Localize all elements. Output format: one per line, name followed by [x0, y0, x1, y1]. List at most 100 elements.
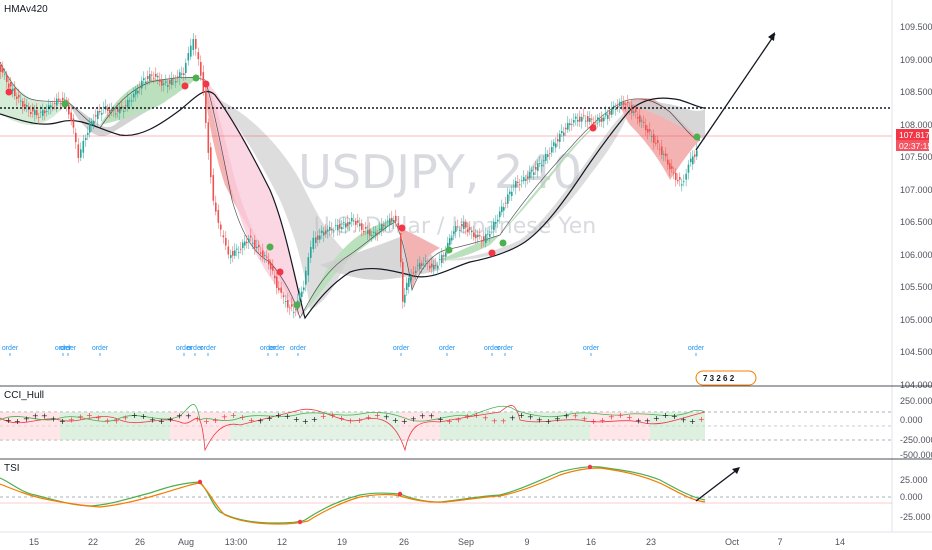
svg-text:+: + — [149, 415, 156, 424]
svg-text:+: + — [500, 416, 507, 425]
svg-text:+: + — [410, 414, 417, 423]
cci-scale-label: -250.000 — [900, 435, 932, 445]
tsi-pane[interactable]: 25.000 0.000 -25.000 — [0, 464, 931, 525]
svg-text:+: + — [329, 411, 336, 420]
price-scale[interactable]: 109.500 109.000 108.500 108.000 107.500 107.0… — [900, 22, 932, 390]
svg-text:+: + — [527, 412, 534, 421]
tsi-label[interactable]: TSI — [4, 463, 20, 474]
svg-text:+: + — [77, 412, 84, 421]
svg-text:+: + — [266, 414, 273, 423]
tsi-projection-arrow[interactable] — [695, 468, 739, 502]
svg-text:+: + — [338, 414, 345, 423]
time-axis[interactable]: 15 22 26 Aug 13:00 12 19 26 Sep 9 16 23 Oct 7 14 — [29, 537, 845, 547]
svg-text:+: + — [113, 417, 120, 426]
svg-text:+: + — [698, 415, 705, 424]
time-axis-label: 15 — [29, 537, 39, 547]
time-axis-label: Aug — [178, 537, 194, 547]
svg-text:+: + — [302, 417, 309, 426]
svg-text:+: + — [437, 415, 444, 424]
order-label: order — [60, 345, 77, 352]
svg-text:+: + — [14, 417, 21, 426]
main-pane[interactable] — [0, 0, 892, 386]
svg-text:+: + — [644, 417, 651, 426]
indicator-label[interactable]: HMAv420 — [4, 4, 48, 15]
svg-text:02:37:15: 02:37:15 — [899, 141, 932, 151]
svg-text:+: + — [473, 411, 480, 420]
svg-text:+: + — [86, 411, 93, 420]
svg-text:+: + — [599, 416, 606, 425]
price-scale-label: 104.000 — [900, 380, 932, 390]
svg-text:+: + — [653, 414, 660, 423]
svg-text:+: + — [680, 415, 687, 424]
svg-text:+: + — [536, 416, 543, 425]
price-candles — [0, 33, 698, 319]
svg-text:+: + — [176, 412, 183, 421]
svg-text:+: + — [446, 417, 453, 426]
svg-text:+: + — [194, 414, 201, 423]
svg-text:+: + — [401, 417, 408, 426]
cci-label[interactable]: CCI_Hull — [4, 390, 45, 401]
order-label: order — [187, 345, 204, 352]
svg-text:+: + — [41, 412, 48, 421]
order-label: order — [176, 345, 193, 352]
time-axis-label: 22 — [88, 537, 98, 547]
svg-text:+: + — [518, 411, 525, 420]
last-price-tag: 107.817 02:37:15 — [896, 129, 932, 151]
svg-text:+: + — [608, 413, 615, 422]
svg-text:+: + — [275, 411, 282, 420]
order-label: order — [2, 345, 19, 352]
tsi-scale-label: 0.000 — [900, 492, 923, 502]
order-label: order — [439, 345, 456, 352]
svg-text:+: + — [95, 413, 102, 422]
svg-text:+: + — [428, 412, 435, 421]
time-axis-label: 16 — [586, 537, 596, 547]
time-axis-label: 14 — [835, 537, 845, 547]
order-label: order — [497, 345, 514, 352]
svg-text:+: + — [491, 417, 498, 426]
svg-text:+: + — [284, 412, 291, 421]
watermark-symbol: USDJPY, 240 — [298, 145, 582, 199]
order-label: order — [260, 345, 277, 352]
svg-text:+: + — [464, 412, 471, 421]
svg-text:+: + — [167, 415, 174, 424]
svg-text:+: + — [419, 411, 426, 420]
svg-text:+: + — [365, 413, 372, 422]
svg-text:+: + — [455, 416, 462, 425]
svg-text:107.817: 107.817 — [899, 130, 930, 140]
price-scale-label: 107.500 — [900, 152, 932, 162]
order-label: order — [55, 345, 72, 352]
svg-text:+: + — [590, 417, 597, 426]
svg-text:+: + — [509, 413, 516, 422]
svg-text:+: + — [662, 411, 669, 420]
time-axis-label: Sep — [458, 537, 474, 547]
events-badge[interactable]: 7 3 2 6 2 — [695, 370, 757, 386]
cci-pane[interactable]: + + + + + + + + + + + + + + + + + + + + + + + + + + + + + + + + + + + + + + + +… — [0, 396, 932, 460]
projection-arrow-main[interactable] — [695, 32, 776, 151]
cci-scale-label: 0.000 — [900, 415, 923, 425]
svg-text:+: + — [23, 414, 30, 423]
svg-text:+: + — [374, 411, 381, 420]
svg-text:+: + — [482, 413, 489, 422]
time-axis-label: 7 — [777, 537, 782, 547]
svg-text:+: + — [32, 411, 39, 420]
svg-text:+: + — [572, 411, 579, 420]
order-label: order — [200, 345, 217, 352]
order-label: order — [269, 345, 286, 352]
svg-text:7 3 2 6 2: 7 3 2 6 2 — [703, 374, 735, 383]
signal-dots — [5, 74, 701, 309]
cci-scale: 250.000 0.000 -250.000 -500.000 — [900, 396, 932, 460]
svg-text:+: + — [689, 417, 696, 426]
hma-fast-line — [0, 61, 701, 319]
svg-text:+: + — [563, 412, 570, 421]
svg-text:+: + — [311, 415, 318, 424]
svg-text:+: + — [221, 413, 228, 422]
svg-text:+: + — [356, 416, 363, 425]
svg-text:+: + — [185, 411, 192, 420]
svg-text:+: + — [140, 412, 147, 421]
price-scale-label: 106.000 — [900, 250, 932, 260]
price-scale-label: 104.500 — [900, 347, 932, 357]
time-axis-label: 9 — [524, 537, 529, 547]
